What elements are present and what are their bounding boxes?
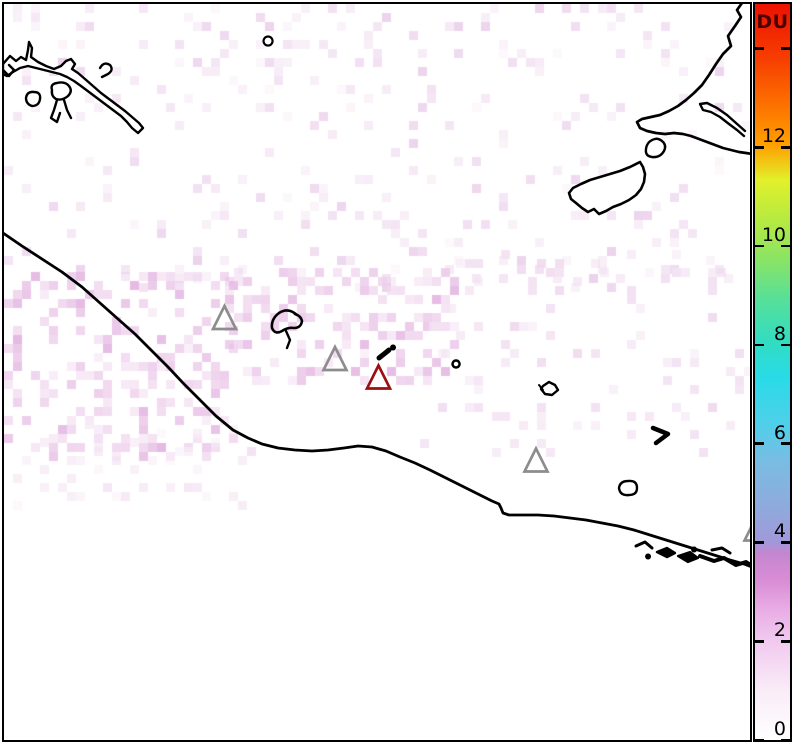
- colorbar-tick: [755, 640, 764, 643]
- colorbar-tick: [755, 442, 764, 445]
- colorbar-tick: [781, 442, 790, 445]
- colorbar-tick-label: 6: [773, 421, 786, 444]
- colorbar-tick: [755, 244, 764, 248]
- colorbar-tick-label: 2: [773, 619, 786, 642]
- colorbar: 12 10 8 6 4 2 0 DU: [753, 2, 792, 742]
- noise-canvas: [4, 4, 750, 740]
- colorbar-tick-label: 12: [761, 125, 786, 148]
- colorbar-tick: [781, 541, 790, 544]
- colorbar-tick: [781, 146, 790, 149]
- colorbar-tick: [755, 47, 764, 50]
- colorbar-gradient: [755, 4, 790, 740]
- map-frame: [2, 2, 752, 742]
- colorbar-unit-label: DU: [756, 11, 789, 33]
- colorbar-tick-label: 10: [761, 224, 786, 246]
- colorbar-tick: [755, 146, 764, 149]
- colorbar-tick-label: 0: [773, 718, 786, 740]
- colorbar-tick-label: 8: [773, 322, 786, 345]
- colorbar-tick: [781, 738, 790, 742]
- colorbar-ticks: 12 10 8 6 4 2 0: [755, 4, 790, 742]
- colorbar-tick: [781, 343, 790, 347]
- colorbar-tick: [781, 47, 790, 50]
- colorbar-tick: [755, 541, 764, 544]
- colorbar-tick: [755, 738, 764, 742]
- colorbar-tick: [781, 244, 790, 248]
- colorbar-tick: [781, 640, 790, 643]
- colorbar-tick-label: 4: [773, 520, 786, 543]
- colorbar-tick: [755, 343, 764, 347]
